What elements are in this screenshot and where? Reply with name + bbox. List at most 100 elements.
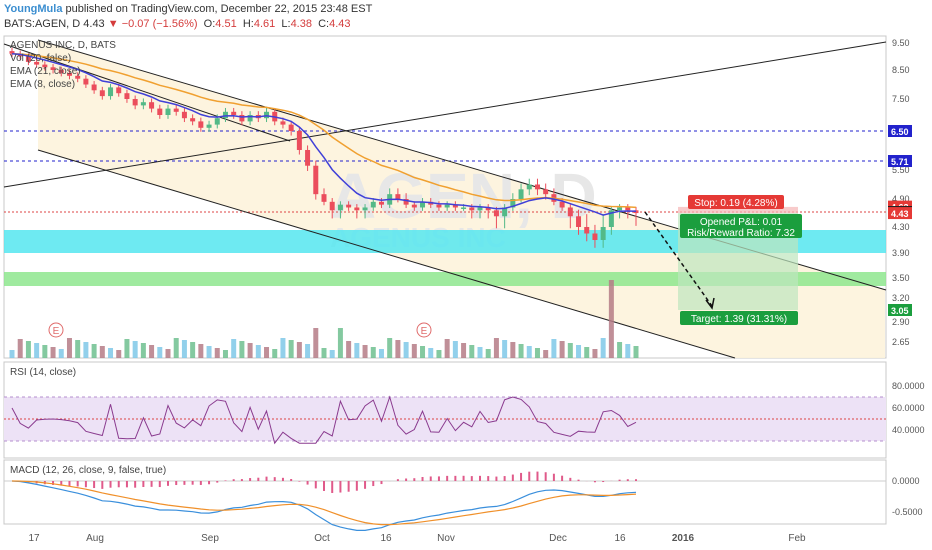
price-tick: 8.50	[892, 65, 910, 75]
volume-bar	[337, 328, 343, 358]
volume-bar	[444, 339, 450, 358]
volume-bar	[346, 341, 352, 358]
candle-body	[231, 111, 237, 115]
volume-bar	[247, 343, 253, 358]
candle-body	[625, 207, 631, 211]
macd-line	[11, 480, 637, 531]
date-tick: Oct	[314, 533, 330, 544]
date-tick: 17	[28, 533, 40, 544]
volume-bar	[190, 342, 196, 358]
volume-bar	[305, 344, 311, 358]
volume-bar	[526, 346, 532, 358]
macd-tick: -0.5000	[892, 507, 923, 517]
volume-bar	[551, 339, 557, 358]
volume-bar	[428, 348, 434, 358]
price-badge: 5.71	[891, 157, 909, 167]
last-price: 4.43	[83, 18, 105, 30]
candle-body	[264, 111, 270, 119]
price-badge-bg	[888, 125, 912, 137]
macd-label[interactable]: MACD (12, 26, close, 9, false, true)	[10, 465, 167, 476]
candle-body	[108, 87, 114, 97]
candle-body	[140, 102, 146, 106]
candle-body	[173, 108, 179, 112]
volume-bar	[493, 338, 499, 358]
ema8-label[interactable]: EMA (8, close)	[10, 79, 76, 90]
volume-bar	[510, 342, 516, 358]
volume-bar	[608, 280, 614, 358]
volume-bar	[370, 347, 376, 358]
candle-body	[617, 207, 623, 211]
volume-bar	[231, 339, 237, 358]
date-tick: Dec	[549, 533, 567, 544]
candle-body	[444, 204, 450, 208]
volume-bar	[592, 349, 598, 358]
author-link[interactable]: YoungMula	[4, 3, 63, 15]
projection-arrow	[644, 211, 713, 307]
price-tick: 3.20	[892, 293, 910, 303]
volume-bar	[91, 344, 97, 358]
candle-body	[411, 204, 417, 208]
volume-bar	[559, 341, 565, 358]
date-tick: 16	[380, 533, 392, 544]
price-badge: 4.43	[891, 209, 909, 219]
price-tick: 4.90	[892, 194, 910, 204]
volume-bar	[206, 346, 212, 358]
ema21-line	[11, 53, 637, 209]
volume-bar	[288, 340, 294, 358]
candle-body	[222, 111, 228, 119]
candle-body	[567, 207, 573, 217]
price-tick: 7.50	[892, 94, 910, 104]
volume-bar	[124, 339, 130, 358]
price-tick: 4.30	[892, 222, 910, 232]
candle-body	[34, 61, 40, 65]
volume-bar	[149, 345, 155, 358]
candle-body	[280, 121, 286, 125]
candle-body	[600, 227, 606, 240]
candle-body	[329, 201, 335, 211]
volume-bar	[420, 346, 426, 358]
volume-bar	[395, 340, 401, 358]
volume-bar	[17, 339, 23, 358]
price-tick: 2.65	[892, 337, 910, 347]
pnl-label: Opened P&L: 0.01	[700, 217, 783, 228]
candle-body	[469, 207, 475, 211]
volume-bar	[157, 347, 163, 358]
rsi-label[interactable]: RSI (14, close)	[10, 367, 77, 378]
price-tick: 3.50	[892, 273, 910, 283]
volume-bar	[272, 349, 278, 358]
candle-body	[124, 93, 130, 99]
candle-body	[206, 124, 212, 128]
volume-bar	[576, 345, 582, 358]
candle-body	[313, 165, 319, 195]
volume-label[interactable]: Vol (20, false)	[10, 53, 72, 64]
volume-bar	[518, 344, 524, 358]
candle-body	[436, 204, 442, 208]
volume-bar	[584, 347, 590, 358]
ema8-line	[11, 53, 637, 216]
pnl-label: Risk/Reward Ratio: 7.32	[687, 228, 795, 239]
quote-line: BATS:AGEN, D 4.43 ▼ −0.07 (−1.56%) O:4.5…	[4, 18, 351, 30]
ema21-label[interactable]: EMA (21, close)	[10, 66, 81, 77]
channel-bottom	[37, 149, 736, 359]
candle-body	[592, 233, 598, 240]
candle-body	[354, 207, 360, 211]
low-value: 4.38	[290, 18, 312, 30]
volume-bar	[296, 342, 302, 358]
support-zone	[4, 272, 886, 286]
volume-bar	[625, 344, 631, 358]
candle-body	[576, 216, 582, 227]
volume-bar	[264, 347, 270, 358]
candle-body	[149, 102, 155, 109]
volume-bar	[354, 343, 360, 358]
symbol-overlay: AGENUS INC, D, BATS	[10, 40, 116, 51]
volume-bar	[403, 342, 409, 358]
candle-body	[58, 70, 64, 73]
volume-bar	[173, 338, 179, 358]
candle-body	[362, 207, 368, 211]
candle-body	[534, 184, 540, 190]
candle-body	[50, 67, 56, 70]
candle-body	[420, 201, 426, 208]
earnings-marker	[416, 322, 432, 338]
volume-bar	[461, 343, 467, 358]
